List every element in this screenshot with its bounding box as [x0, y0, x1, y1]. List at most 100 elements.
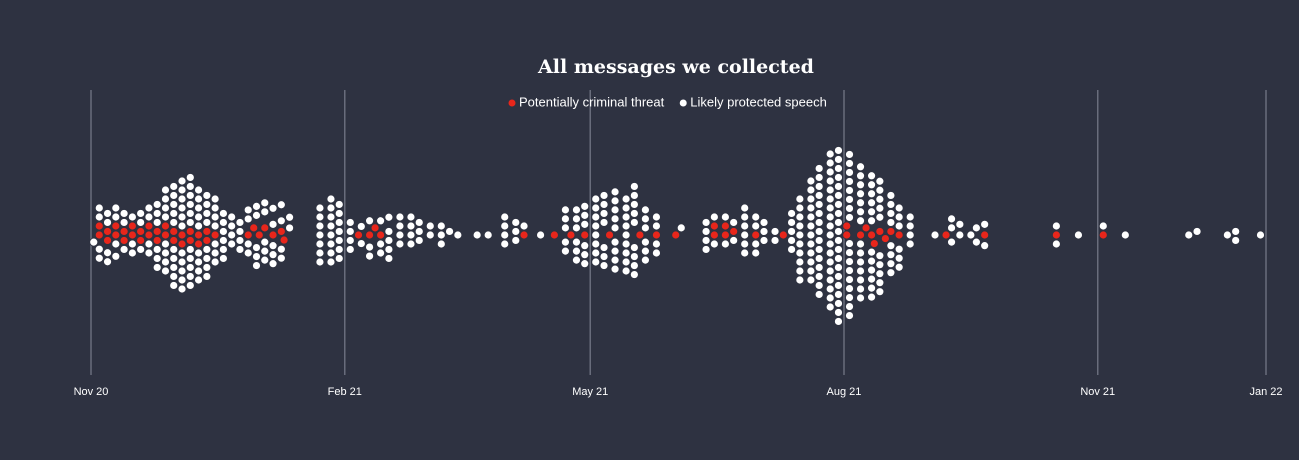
message-dot [202, 236, 212, 245]
message-dot [243, 205, 253, 215]
message-dot [194, 212, 203, 222]
message-dot [629, 200, 639, 209]
message-dot [610, 264, 620, 274]
message-dot [194, 230, 203, 240]
message-dot [621, 248, 631, 258]
message-dot [867, 230, 876, 240]
message-dot [315, 221, 325, 231]
message-dot [834, 245, 843, 254]
message-dot [886, 250, 896, 260]
message-dot [169, 218, 179, 227]
message-dot [561, 223, 570, 233]
message-dot [136, 236, 146, 245]
message-dot [806, 185, 816, 195]
message-dot [845, 195, 854, 204]
message-dot [652, 239, 661, 249]
message-dot [905, 212, 915, 222]
message-dot [354, 230, 363, 240]
message-dot [894, 230, 904, 240]
message-dot [845, 150, 854, 159]
message-dot [94, 221, 104, 231]
message-dot [814, 254, 824, 263]
message-dot [519, 221, 529, 231]
message-dot [334, 254, 344, 263]
legend-label: Likely protected speech [690, 94, 827, 109]
message-dot [511, 227, 521, 236]
message-dot [641, 255, 650, 265]
message-dot [886, 200, 896, 209]
message-dot [740, 239, 750, 249]
message-dot [152, 254, 162, 263]
message-dot [740, 230, 750, 240]
message-dot [580, 210, 590, 220]
message-dot [315, 230, 325, 240]
message-dot [453, 230, 463, 240]
message-dot [119, 209, 129, 218]
message-dot [185, 254, 195, 263]
message-dot [980, 219, 990, 229]
message-dot [202, 263, 212, 272]
message-dot [202, 200, 212, 209]
message-dot [825, 158, 835, 168]
message-dot [1231, 227, 1241, 236]
message-dot [326, 239, 336, 249]
message-dot [365, 242, 374, 252]
message-dot [572, 223, 581, 233]
message-dot [795, 257, 805, 267]
message-dot [395, 239, 405, 249]
message-dot [867, 171, 876, 181]
message-dot [472, 230, 482, 240]
message-dot [227, 221, 237, 231]
message-dot [194, 266, 203, 276]
message-dot [787, 227, 796, 236]
message-dot [169, 245, 179, 254]
message-dot [406, 230, 416, 240]
message-dot [886, 209, 896, 218]
message-dot [621, 230, 631, 240]
message-dot [276, 216, 286, 226]
message-dot [365, 216, 374, 226]
message-dot [825, 230, 835, 240]
message-dot [268, 259, 278, 269]
message-dot [185, 281, 195, 290]
message-dot [845, 159, 854, 168]
message-dot [720, 239, 730, 249]
message-dot [941, 230, 951, 240]
message-dot [641, 205, 650, 215]
message-dot [326, 203, 336, 213]
message-dot [276, 244, 286, 254]
message-dot [894, 253, 904, 263]
message-dot [161, 212, 170, 222]
message-dot [641, 214, 650, 224]
message-dot [119, 227, 129, 236]
message-dot [185, 200, 195, 209]
message-dot [268, 203, 278, 213]
message-dot [185, 209, 195, 218]
message-dot [436, 239, 446, 249]
message-dot [652, 230, 661, 240]
x-tick-label: Jan 22 [1249, 386, 1282, 398]
message-dot [867, 256, 876, 266]
message-dot [806, 257, 816, 267]
message-dot [806, 266, 816, 276]
message-dot [814, 191, 824, 200]
message-dot [610, 255, 620, 265]
message-dot [621, 194, 631, 204]
message-dot [500, 221, 510, 231]
message-dot [740, 221, 750, 231]
message-dot [365, 230, 374, 240]
message-dot [334, 245, 344, 254]
message-dot [709, 239, 719, 249]
message-dot [751, 230, 761, 240]
message-dot [384, 254, 394, 263]
message-dot [806, 239, 816, 249]
message-dot [886, 241, 896, 251]
message-dot [235, 218, 245, 227]
message-dot [845, 257, 854, 266]
message-dot [834, 317, 843, 326]
message-dot [825, 275, 835, 285]
message-dot [384, 227, 394, 236]
message-dot [867, 274, 876, 284]
message-dot [886, 191, 896, 200]
message-dot [414, 236, 424, 245]
